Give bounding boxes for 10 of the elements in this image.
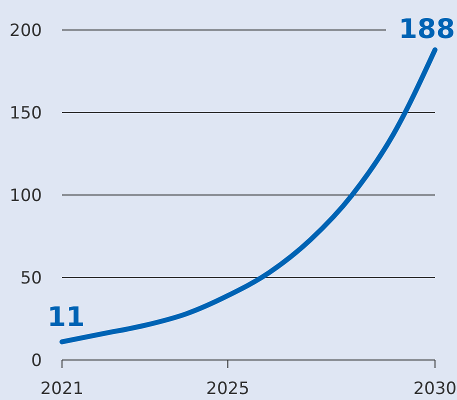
y-tick-label: 0	[31, 350, 42, 371]
x-tick-label: 2021	[40, 379, 84, 399]
data-label: 188	[398, 14, 455, 45]
y-tick-label: 50	[20, 268, 42, 288]
y-tick-label: 100	[10, 186, 42, 206]
x-tick-label: 2030	[413, 379, 457, 399]
y-tick-label: 150	[10, 103, 42, 124]
data-label: 11	[47, 302, 85, 333]
x-tick-label: 2025	[206, 379, 250, 399]
y-tick-label: 200	[10, 20, 42, 41]
